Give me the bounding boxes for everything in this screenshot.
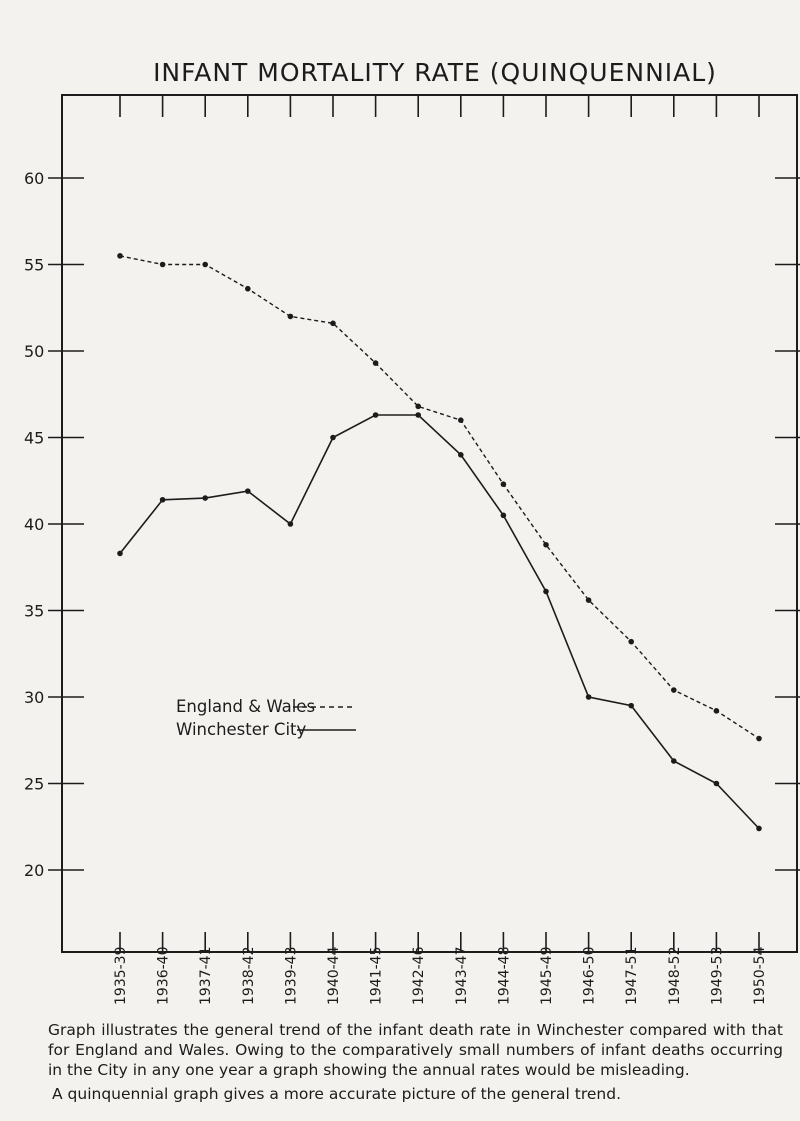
y-tick-label: 45 — [24, 429, 44, 448]
data-point-winchester — [117, 550, 123, 557]
data-point-england-wales — [287, 313, 294, 320]
legend-label-winchester: Winchester City — [176, 720, 306, 739]
x-tick-label: 1947-51 — [624, 947, 640, 1006]
caption-paragraph-2: A quinquennial graph gives a more accura… — [52, 1085, 622, 1103]
data-point-england-wales — [585, 597, 592, 603]
data-point-winchester — [415, 412, 422, 418]
data-point-england-wales — [543, 541, 549, 548]
legend-label-england-wales: England & Wales — [176, 697, 315, 716]
x-tick-label: 1938-42 — [241, 947, 257, 1006]
data-point-england-wales — [458, 417, 464, 424]
data-point-england-wales — [117, 253, 123, 259]
data-point-winchester — [330, 434, 336, 441]
data-point-winchester — [543, 588, 549, 595]
y-tick-label: 55 — [24, 256, 44, 275]
data-point-winchester — [713, 780, 720, 787]
plot-frame — [61, 94, 798, 953]
data-point-england-wales — [500, 481, 507, 488]
chart-title: INFANT MORTALITY RATE (QUINQUENNIAL) — [153, 58, 717, 87]
data-point-england-wales — [372, 360, 379, 366]
series-line-england-wales — [119, 255, 760, 740]
x-tick-label: 1935-39 — [113, 947, 129, 1006]
data-point-winchester — [671, 758, 677, 764]
caption-paragraph-1: Graph illustrates the general trend of t… — [48, 1021, 783, 1079]
y-tick-label: 25 — [24, 775, 44, 794]
data-point-england-wales — [671, 687, 677, 693]
data-point-winchester — [628, 702, 634, 709]
data-point-winchester — [372, 412, 379, 418]
data-point-winchester — [287, 521, 294, 527]
series-line-winchester — [119, 414, 760, 830]
data-point-winchester — [458, 452, 464, 458]
data-point-winchester — [585, 694, 592, 700]
x-tick-label: 1943-47 — [454, 947, 470, 1006]
data-point-winchester — [500, 512, 507, 519]
y-tick-label: 60 — [24, 169, 44, 188]
y-tick-label: 30 — [24, 688, 44, 707]
y-tick-label: 40 — [24, 515, 44, 534]
x-tick-label: 1945-49 — [539, 947, 555, 1006]
y-tick-label: 50 — [24, 342, 44, 361]
data-point-england-wales — [628, 638, 634, 645]
data-point-england-wales — [713, 708, 720, 714]
x-tick-label: 1940-44 — [326, 946, 342, 1005]
x-tick-label: 1936-40 — [156, 947, 172, 1006]
x-tick-label: 1949-53 — [709, 947, 725, 1006]
chart-plot: 20 25 30 35 40 45 50 55 60 1935-39 1936-40 1937-41… — [24, 94, 800, 1006]
x-tick-label: 1944-48 — [496, 947, 512, 1006]
x-tick-label: 1946-50 — [582, 947, 598, 1006]
data-point-england-wales — [756, 735, 762, 742]
caption: Graph illustrates the general trend of t… — [48, 1020, 783, 1104]
data-point-england-wales — [330, 320, 336, 327]
data-point-england-wales — [202, 261, 208, 268]
data-point-winchester — [202, 495, 208, 501]
x-tick-label: 1941-45 — [369, 947, 385, 1006]
data-point-england-wales — [415, 403, 422, 410]
data-point-winchester — [756, 825, 762, 832]
x-tick-label: 1948-52 — [667, 947, 683, 1006]
data-point-england-wales — [245, 285, 251, 292]
data-point-winchester — [245, 488, 251, 494]
x-tick-label: 1937-41 — [198, 947, 214, 1006]
y-tick-label: 20 — [24, 861, 44, 880]
y-tick-label: 35 — [24, 602, 44, 621]
data-point-england-wales — [159, 261, 166, 268]
x-tick-label: 1950-54 — [752, 946, 768, 1005]
x-tick-label: 1939-43 — [283, 947, 299, 1006]
x-tick-label: 1942-46 — [411, 946, 427, 1005]
data-point-winchester — [159, 496, 166, 503]
